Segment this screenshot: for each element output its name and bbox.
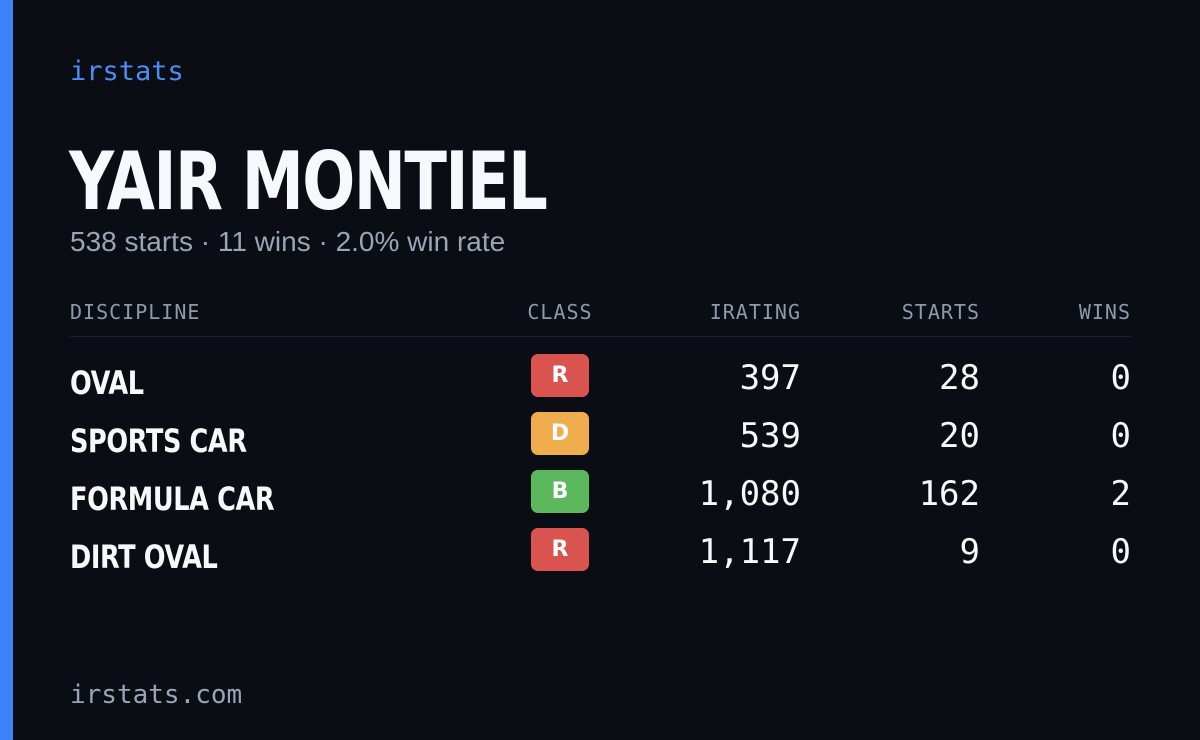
header-class: CLASS	[527, 300, 593, 324]
irating-value: 539	[739, 416, 801, 456]
wins-value: 0	[1110, 532, 1131, 572]
starts-value: 28	[939, 358, 980, 398]
discipline-table: OVAL R 397 28 0 SPORTS CAR D 539 20 0 FO…	[70, 352, 1131, 584]
table-row: FORMULA CAR B 1,080 162 2	[70, 468, 1131, 526]
irating-value: 1,080	[698, 474, 801, 514]
header-wins: WINS	[1078, 300, 1131, 324]
class-badge: D	[531, 412, 589, 455]
wins-value: 0	[1110, 358, 1131, 398]
table-row: DIRT OVAL R 1,117 9 0	[70, 526, 1131, 584]
table-row: OVAL R 397 28 0	[70, 352, 1131, 410]
starts-value: 9	[959, 532, 980, 572]
header-irating: IRATING	[709, 300, 801, 324]
class-badge: B	[531, 470, 589, 513]
table-header: DISCIPLINE CLASS IRATING STARTS WINS	[70, 300, 1131, 337]
class-badge: R	[531, 528, 589, 571]
wins-value: 0	[1110, 416, 1131, 456]
discipline-label: SPORTS CAR	[70, 422, 247, 460]
header-starts: STARTS	[901, 300, 980, 324]
accent-bar	[0, 0, 13, 740]
driver-name: YAIR MONTIEL	[69, 135, 548, 228]
wins-value: 2	[1110, 474, 1131, 514]
irating-value: 397	[739, 358, 801, 398]
table-row: SPORTS CAR D 539 20 0	[70, 410, 1131, 468]
discipline-label: OVAL	[70, 364, 144, 402]
starts-value: 20	[939, 416, 980, 456]
header-discipline: DISCIPLINE	[70, 300, 201, 324]
footer-url: irstats.com	[70, 680, 243, 710]
discipline-label: DIRT OVAL	[70, 538, 218, 576]
brand-logo-text: irstats	[70, 56, 184, 87]
starts-value: 162	[918, 474, 980, 514]
class-badge: R	[531, 354, 589, 397]
driver-summary: 538 starts · 11 wins · 2.0% win rate	[70, 226, 506, 257]
discipline-label: FORMULA CAR	[70, 480, 275, 518]
irating-value: 1,117	[698, 532, 801, 572]
